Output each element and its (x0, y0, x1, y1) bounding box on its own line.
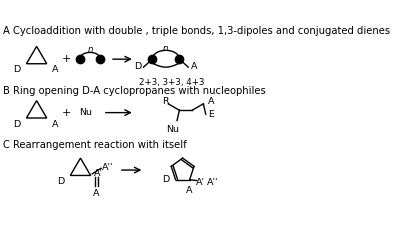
Text: C Rearrangement reaction with itself: C Rearrangement reaction with itself (3, 140, 187, 150)
Text: A: A (53, 120, 59, 129)
Text: A: A (208, 97, 215, 106)
Text: A: A (186, 186, 193, 195)
Text: A': A' (196, 178, 205, 187)
Text: R: R (162, 97, 169, 106)
Text: 2+3, 3+3, 4+3: 2+3, 3+3, 4+3 (140, 78, 205, 87)
Text: Nu: Nu (79, 108, 92, 117)
Text: A: A (53, 65, 59, 74)
Text: A': A' (94, 169, 103, 178)
Text: n: n (87, 45, 93, 54)
Text: A'': A'' (207, 178, 219, 187)
Text: E: E (208, 110, 214, 119)
Text: A'': A'' (102, 163, 113, 172)
Text: A: A (93, 189, 99, 198)
Text: Nu: Nu (166, 124, 180, 134)
Text: D: D (162, 175, 169, 184)
Text: D: D (14, 120, 21, 129)
Text: D: D (134, 62, 141, 71)
Text: D: D (57, 177, 65, 186)
Text: D: D (14, 65, 21, 74)
Text: B Ring opening D-A cyclopropanes with nucleophiles: B Ring opening D-A cyclopropanes with nu… (3, 86, 266, 96)
Text: +: + (62, 108, 72, 118)
Text: A: A (190, 62, 197, 71)
Text: A Cycloaddition with double , triple bonds, 1,3-dipoles and conjugated dienes: A Cycloaddition with double , triple bon… (3, 26, 390, 36)
Text: +: + (62, 54, 72, 64)
Text: n: n (163, 44, 168, 53)
